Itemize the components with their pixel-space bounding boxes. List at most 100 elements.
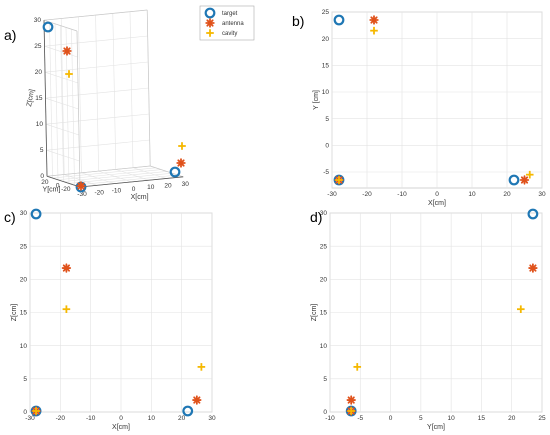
panel-d-x-axis-label: Y[cm] [427,424,445,431]
panel-a-z-axis-line [43,20,48,177]
panel-a-floor-gridline-x [146,9,184,178]
panel-a-z-tick-label: 30 [34,17,42,24]
panel-a-z-tick-label: 25 [34,43,42,50]
panel-a-z-tick-label: 0 [40,173,44,180]
panel-d-y-tick-label: 15 [320,310,328,317]
panel-c-x-axis-label: X[cm] [112,424,130,431]
panel-c-x-tick-label: 0 [119,415,123,422]
panel-d-x-tick-label: 10 [448,415,456,422]
panel-a-y-axis-line [46,175,81,188]
panel-a-z-tick-label: 10 [36,121,44,128]
panel-a-x-tick-label: 0 [132,186,136,193]
panel-b-y-tick-label: 10 [322,89,330,96]
panel-d-point-cavity [517,305,525,313]
panel-a-x-tick-label: 20 [164,183,172,190]
panel-d-y-tick-label: 0 [323,409,327,416]
panel-a-point-target [42,21,54,33]
panel-d-label: d) [310,209,322,225]
panel-a-point-antenna [62,46,72,56]
panel-c-x-tick-label: -10 [86,415,96,422]
panel-b-point-antenna [519,175,530,185]
panel-c-y-tick-label: 0 [23,409,27,416]
panel-c-y-tick-label: 5 [23,376,27,383]
legend-marker-target [204,7,216,19]
panel-a-y-tick-label: 20 [41,179,49,186]
panel-d-y-tick-label: 20 [320,277,328,284]
panel-c-y-axis-label: Z[cm] [11,304,18,322]
panel-d-x-tick-label: -10 [325,415,335,422]
panel-b-x-tick-label: 10 [468,191,476,198]
panel-a-x-tick-label: -10 [112,188,122,195]
panel-b-x-tick-label: 0 [435,191,439,198]
panel-a-floor-gridline-y [65,27,173,184]
panel-a-box-edge [146,9,151,167]
legend-label-antenna: antenna [222,21,244,27]
panel-d-x-tick-label: 20 [508,415,516,422]
panel-a-x-tick-label: 10 [147,184,155,191]
panel-b-y-tick-label: -5 [323,169,329,176]
panel-c-y-tick-label: 30 [20,210,28,217]
panel-d-y-axis-label: Z[cm] [311,304,318,322]
panel-a-x-tick-label: -20 [94,189,104,196]
panel-b-y-tick-label: 5 [325,116,329,123]
panel-b-x-axis-label: X[cm] [428,200,446,207]
panel-b-point-cavity [370,26,378,35]
legend-marker-antenna [205,18,215,28]
panel-b-y-tick-label: 25 [322,9,330,16]
panel-d-x-tick-label: -5 [357,415,363,422]
panel-a-point-cavity [65,70,73,78]
panel-a-floor-gridline-y [71,29,178,186]
legend-label-target: target [222,11,238,17]
panel-a-x-axis-line [79,176,184,188]
panel-a-point-antenna [176,158,186,168]
panel-c-point-cavity [197,363,206,371]
panel-c-y-tick-label: 20 [20,277,28,284]
panel-d-x-tick-label: 5 [419,415,423,422]
panel-d-y-tick-label: 10 [320,343,328,350]
panel-c-point-antenna [192,395,202,405]
panel-a-box-edge [76,30,81,188]
panel-c-point-cavity [32,407,40,415]
panel-a-point-antenna [76,181,86,191]
panel-b-y-tick-label: 0 [325,143,329,150]
panel-b-point-cavity [525,170,534,179]
panel-d-point-antenna [528,263,538,273]
panel-c-x-tick-label: 10 [148,415,156,422]
panel-d-point-target [527,208,539,220]
panel-d-y-tick-label: 30 [320,210,328,217]
panel-a-x-axis-label: X[cm] [131,194,149,201]
panel-c-y-tick-label: 25 [20,243,28,250]
panel-c-point-target [182,405,194,417]
panel-c-y-tick-label: 10 [20,343,28,350]
panel-c-label: c) [4,209,16,225]
panel-a-point-target [169,166,181,178]
panel-b-x-tick-label: 20 [503,191,511,198]
panel-b-point-target [508,174,520,186]
legend-label-cavity: cavity [222,31,237,37]
panel-b-label: b) [292,13,304,29]
panel-a-label: a) [4,27,16,43]
panel-d-y-tick-label: 5 [323,376,327,383]
panel-d-x-tick-label: 0 [389,415,393,422]
panel-b-point-target [333,14,345,26]
panel-a-box-edge [46,165,151,177]
panel-a-y-axis-label: Y[cm] [43,187,61,194]
panel-c-point-antenna [61,263,72,273]
panel-a-box-edge [43,9,148,21]
panel-c-x-tick-label: 30 [208,415,216,422]
panel-a-x-tick-label: -30 [77,191,87,198]
panel-a-z-axis-label: Z[cm] [26,89,36,108]
panel-b-y-axis-label: Y [cm] [313,90,320,110]
panel-d-point-cavity [347,407,355,415]
panel-b-x-tick-label: -30 [327,191,337,198]
panel-c-y-tick-label: 15 [20,310,28,317]
panel-a-point-cavity [178,142,186,150]
panel-a-y-tick-label: 0 [56,183,60,190]
panel-c-x-tick-label: -20 [56,415,66,422]
panel-b-y-tick-label: 15 [322,63,330,70]
panel-b-point-cavity [335,176,343,184]
panel-a-y-tick-label: -20 [61,186,71,193]
panel-c-x-tick-label: 20 [178,415,186,422]
panel-a-floor-gridline-y [76,30,184,188]
